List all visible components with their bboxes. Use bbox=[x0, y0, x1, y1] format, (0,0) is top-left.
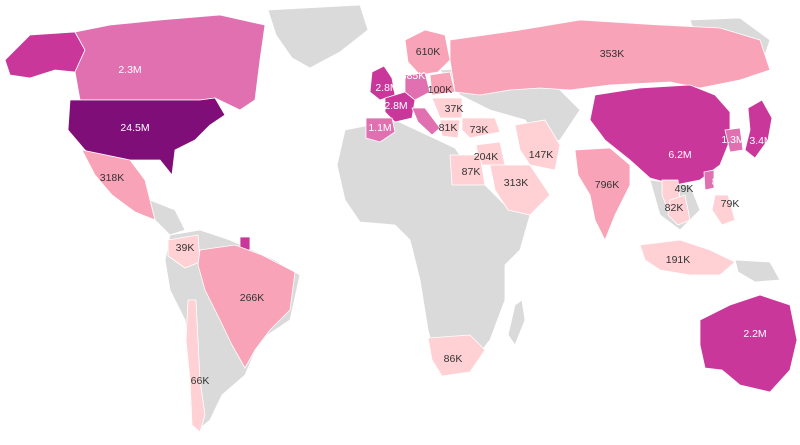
region-chile[interactable] bbox=[185, 299, 206, 433]
region-philippines[interactable] bbox=[711, 194, 736, 226]
label-japan: 3.4M bbox=[749, 135, 772, 147]
region-southafrica[interactable] bbox=[427, 334, 486, 377]
label-usa: 24.5M bbox=[120, 122, 149, 134]
region-iran[interactable] bbox=[514, 119, 561, 171]
greenland bbox=[267, 4, 369, 69]
label-spain: 1.1M bbox=[368, 122, 391, 134]
central-america bbox=[149, 199, 186, 236]
label-israel: 204K bbox=[474, 151, 499, 163]
region-mexico[interactable] bbox=[81, 149, 156, 221]
region-spain[interactable] bbox=[365, 117, 396, 143]
label-china: 6.2M bbox=[668, 149, 691, 161]
region-germany[interactable] bbox=[404, 72, 431, 101]
region-guiana[interactable] bbox=[239, 236, 251, 251]
region-greece[interactable] bbox=[439, 119, 461, 139]
label-balkans: 37K bbox=[445, 103, 464, 115]
label-iran: 147K bbox=[529, 149, 554, 161]
label-southafrica: 86K bbox=[444, 353, 463, 365]
label-egypt: 87K bbox=[462, 166, 481, 178]
label-uk: 2.8M bbox=[375, 82, 398, 94]
png-land bbox=[734, 259, 781, 283]
label-turkey: 73K bbox=[470, 124, 489, 136]
label-vietnam: 82K bbox=[665, 202, 684, 214]
label-philippines: 79K bbox=[721, 198, 740, 210]
region-korea[interactable] bbox=[724, 127, 744, 153]
label-brazil: 266K bbox=[240, 292, 265, 304]
label-greece: 81K bbox=[439, 122, 458, 134]
region-brazil[interactable] bbox=[197, 244, 296, 369]
label-scandinavia: 610K bbox=[416, 46, 441, 58]
label-poland: 100K bbox=[428, 84, 453, 96]
label-mexico: 318K bbox=[100, 172, 125, 184]
label-germany: 385K bbox=[401, 70, 426, 82]
region-india[interactable] bbox=[574, 147, 631, 241]
label-russia: 353K bbox=[600, 48, 625, 60]
madagascar bbox=[507, 299, 526, 346]
label-korea: 1.3M bbox=[721, 134, 744, 146]
label-australia: 2.2M bbox=[743, 328, 766, 340]
region-taiwan[interactable] bbox=[703, 169, 715, 191]
label-thailand: 49K bbox=[675, 183, 694, 195]
region-indonesia[interactable] bbox=[639, 239, 736, 276]
region-australia[interactable] bbox=[699, 294, 798, 393]
region-alaska[interactable] bbox=[4, 31, 86, 79]
region-vietnam[interactable] bbox=[667, 194, 691, 226]
label-indonesia: 191K bbox=[666, 254, 691, 266]
data-regions bbox=[4, 14, 798, 433]
label-taiwan: 869K bbox=[712, 176, 737, 188]
region-italy[interactable] bbox=[411, 107, 441, 136]
region-canada[interactable] bbox=[74, 14, 266, 111]
region-scandinavia[interactable] bbox=[404, 29, 451, 76]
label-saudi: 313K bbox=[504, 177, 529, 189]
region-colombia[interactable] bbox=[167, 234, 201, 269]
label-india: 796K bbox=[595, 179, 620, 191]
label-canada: 2.3M bbox=[118, 64, 141, 76]
label-chile: 66K bbox=[191, 375, 210, 387]
region-japan[interactable] bbox=[744, 99, 773, 159]
label-france: 2.8M bbox=[384, 100, 407, 112]
region-turkey[interactable] bbox=[461, 117, 501, 139]
value-labels: 2.3M 24.5M 318K 39K 266K 66K 2.8M 610K 3… bbox=[100, 46, 773, 387]
region-egypt[interactable] bbox=[449, 154, 486, 186]
label-colombia: 39K bbox=[176, 242, 195, 254]
